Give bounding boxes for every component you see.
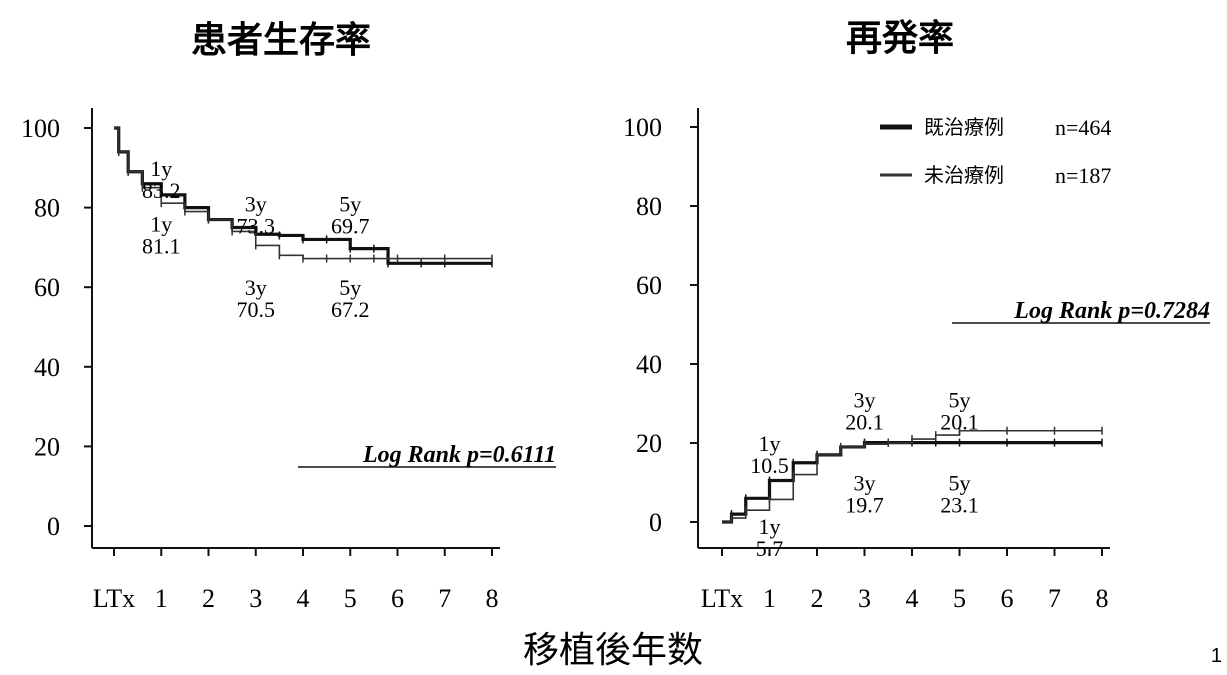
annotation-year: 5y [949,470,971,495]
x-tick-label: 6 [1001,584,1014,613]
legend-label: 未治療例 [924,163,1004,187]
annotation-year: 3y [854,387,876,412]
series-line [114,127,492,260]
x-axis-label: 移植後年数 [523,630,703,671]
annotation-value: 81.1 [142,233,181,258]
annotation-year: 5y [339,192,361,217]
x-tick-label: 8 [1096,584,1109,613]
y-tick-label: 60 [34,273,60,302]
annotation-year: 3y [245,275,267,300]
legend-label: 既治療例 [924,115,1004,139]
chart-title: 患者生存率 [191,20,371,61]
annotation-year: 1y [759,431,781,456]
y-tick-label: 80 [636,192,662,221]
annotation-year: 5y [339,275,361,300]
x-tick-label: 2 [202,584,215,613]
annotation-value: 70.5 [237,297,276,322]
legend-count: n=187 [1055,163,1111,188]
annotation-value: 67.2 [331,297,370,322]
y-tick-label: 100 [21,114,60,143]
x-tick-label: 7 [438,584,451,613]
p-value: Log Rank p=0.7284 [1013,298,1210,324]
x-tick-label: 3 [858,584,871,613]
x-tick-label: 5 [344,584,357,613]
annotation-year: 3y [854,470,876,495]
annotation-year: 5y [949,387,971,412]
annotation-value: 5.7 [756,536,784,561]
annotation-year: 1y [150,211,172,236]
y-tick-label: 40 [636,350,662,379]
annotation-value: 83.2 [142,178,181,203]
y-tick-label: 20 [636,429,662,458]
x-tick-label: 1 [763,584,776,613]
series-line [722,429,1102,523]
y-tick-label: 0 [649,508,662,537]
annotation-value: 19.7 [845,492,884,517]
annotation-value: 73.3 [237,214,276,239]
p-value: Log Rank p=0.6111 [362,442,556,468]
y-tick-label: 20 [34,432,60,461]
y-tick-label: 80 [34,194,60,223]
y-tick-label: 0 [47,512,60,541]
x-tick-label: 3 [249,584,262,613]
annotation-value: 20.1 [845,409,884,434]
x-tick-label: 4 [906,584,919,613]
x-tick-label: 4 [297,584,310,613]
annotation-value: 23.1 [940,492,979,517]
x-tick-label: 1 [155,584,168,613]
chart-title: 再発率 [846,18,954,59]
y-tick-label: 40 [34,353,60,382]
x-tick-label: LTx [93,584,135,613]
annotation-year: 3y [245,192,267,217]
y-tick-label: 60 [636,271,662,300]
x-tick-label: 7 [1048,584,1061,613]
page-number: 1 [1211,645,1222,667]
x-tick-label: LTx [701,584,743,613]
x-tick-label: 5 [953,584,966,613]
annotation-value: 69.7 [331,214,370,239]
x-tick-label: 8 [486,584,499,613]
legend-count: n=464 [1055,115,1111,140]
legend: 既治療例 n=464 未治療例 n=187 [880,115,1111,188]
annotation-value: 20.1 [940,409,979,434]
x-tick-label: 6 [391,584,404,613]
annotation-year: 1y [150,156,172,181]
annotation-year: 1y [759,514,781,539]
y-tick-label: 100 [623,113,662,142]
annotation-value: 10.5 [750,453,789,478]
x-tick-label: 2 [811,584,824,613]
